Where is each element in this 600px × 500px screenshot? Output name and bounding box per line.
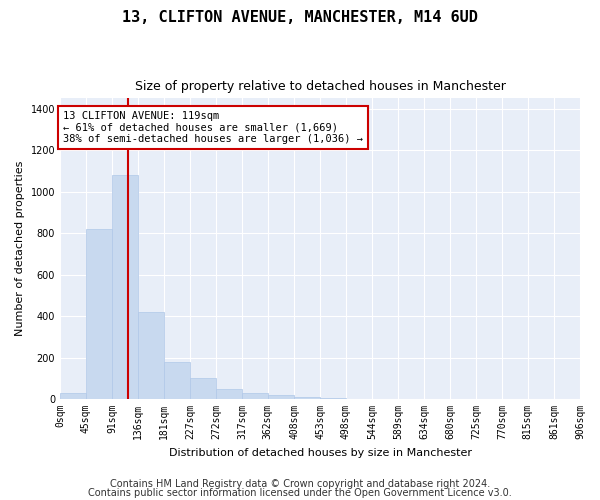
Bar [112,175,138,399]
Bar [164,362,190,399]
Bar [320,398,346,399]
Bar [295,397,320,399]
Text: 13, CLIFTON AVENUE, MANCHESTER, M14 6UD: 13, CLIFTON AVENUE, MANCHESTER, M14 6UD [122,10,478,25]
Bar [60,393,86,399]
Text: Contains HM Land Registry data © Crown copyright and database right 2024.: Contains HM Land Registry data © Crown c… [110,479,490,489]
Bar [216,388,242,399]
Text: Contains public sector information licensed under the Open Government Licence v3: Contains public sector information licen… [88,488,512,498]
Text: 13 CLIFTON AVENUE: 119sqm
← 61% of detached houses are smaller (1,669)
38% of se: 13 CLIFTON AVENUE: 119sqm ← 61% of detac… [63,111,363,144]
Bar [86,229,112,399]
Title: Size of property relative to detached houses in Manchester: Size of property relative to detached ho… [134,80,505,93]
Bar [268,395,294,399]
X-axis label: Distribution of detached houses by size in Manchester: Distribution of detached houses by size … [169,448,472,458]
Y-axis label: Number of detached properties: Number of detached properties [15,161,25,336]
Bar [138,312,164,399]
Bar [190,378,216,399]
Bar [242,393,268,399]
